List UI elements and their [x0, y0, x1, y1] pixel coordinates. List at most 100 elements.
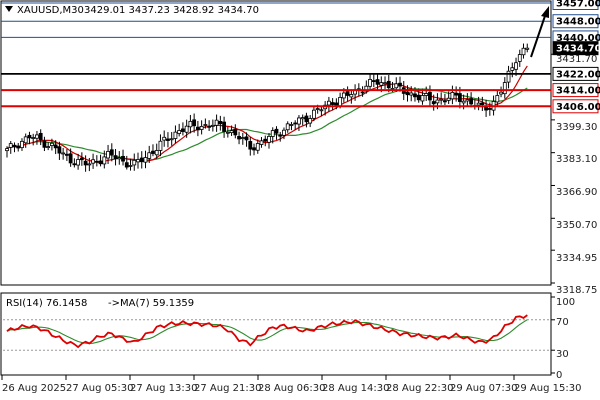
candle-body — [147, 152, 152, 159]
candle-body — [94, 160, 99, 163]
candle-body — [218, 121, 223, 125]
symbol-label: XAUUSD,M30 — [17, 5, 84, 16]
candle-body — [405, 91, 410, 96]
candle-body — [72, 163, 77, 166]
price-tick-label: 3431.70 — [556, 54, 597, 65]
candle-body — [50, 142, 54, 146]
candle-body — [87, 163, 92, 166]
candle-body — [431, 101, 436, 105]
candle-body — [27, 134, 32, 139]
candle-body — [109, 149, 114, 155]
candle-body — [293, 122, 298, 125]
candle-body — [132, 159, 137, 166]
candle-body — [98, 160, 103, 165]
level-label: 3422.00 — [556, 69, 600, 80]
candle-body — [506, 70, 511, 83]
rsi-tick-label: 0 — [556, 370, 562, 381]
candle-body — [181, 128, 185, 132]
candle-body — [166, 138, 170, 141]
time-tick-label: 29 Aug 07:30 — [450, 383, 517, 394]
price-tick-label: 3350.70 — [556, 220, 597, 231]
candle-body — [207, 125, 212, 128]
candle-body — [514, 62, 518, 70]
candle-body — [158, 140, 163, 151]
candle-body — [499, 91, 503, 95]
candle-body — [338, 97, 343, 107]
chart-header: XAUUSD,M30 3429.01 3437.23 3428.92 3434.… — [5, 5, 259, 16]
dropdown-triangle-icon[interactable] — [5, 6, 13, 12]
candle-body — [61, 152, 66, 155]
candle-body — [154, 150, 159, 156]
level-label-box — [552, 66, 599, 81]
candle-body — [46, 146, 51, 148]
rsi-path — [6, 314, 528, 349]
level-label: 3440.00 — [556, 33, 600, 44]
candle-body — [285, 123, 290, 131]
candle-body — [143, 157, 148, 163]
candle-body — [203, 124, 208, 126]
rsi-tick-label: 70 — [556, 317, 569, 328]
time-tick-label: 27 Aug 05:30 — [66, 383, 133, 394]
level-label-box — [552, 83, 599, 98]
candle-body — [12, 144, 17, 148]
rsi-header: RSI(14) 76.1458 ->MA(7) 59.1359 — [6, 298, 194, 309]
candle-body — [469, 98, 474, 105]
candle-body — [341, 92, 346, 99]
candle-body — [76, 159, 81, 166]
candle-body — [263, 138, 268, 142]
level-label-box — [552, 14, 599, 29]
candle-body — [334, 102, 339, 106]
candle-body — [117, 157, 122, 160]
candle-body — [439, 98, 444, 101]
candle-body — [136, 159, 140, 163]
candle-body — [428, 91, 432, 101]
price-tick-label: 3383.10 — [556, 154, 597, 165]
level-label: 3457.00 — [556, 0, 600, 10]
candle-body — [38, 132, 43, 141]
candle-body — [233, 128, 238, 136]
candle-body — [199, 126, 204, 130]
candle-body — [383, 82, 387, 85]
ma-slow-line — [6, 87, 528, 162]
level-label-box — [552, 99, 599, 114]
level-label-box — [552, 0, 599, 10]
candle-body — [282, 129, 286, 136]
candle-body — [326, 100, 331, 106]
candle-body — [177, 130, 182, 134]
candle-body — [300, 117, 305, 120]
candle-body — [525, 47, 530, 50]
rsi-ma-label: ->MA(7) 59.1359 — [108, 298, 194, 309]
candle-body — [495, 95, 500, 103]
candle-body — [394, 83, 399, 89]
candle-body — [252, 147, 256, 151]
candle-body — [173, 131, 178, 139]
rsi-pane[interactable] — [0, 292, 552, 376]
candle-body — [304, 115, 309, 123]
candle-body — [214, 119, 219, 126]
candle-body — [195, 126, 200, 131]
candle-body — [446, 97, 451, 101]
candle-body — [225, 131, 230, 134]
candle-body — [35, 134, 39, 139]
rsi-value-label: RSI(14) 76.1458 — [6, 298, 87, 309]
price-pane[interactable] — [0, 0, 552, 286]
candle-body — [312, 109, 316, 119]
candle-body — [502, 82, 507, 95]
candle-body — [330, 102, 335, 105]
candle-body — [398, 82, 402, 87]
rsi-tick-label: 30 — [556, 349, 569, 360]
candle-body — [349, 94, 354, 98]
candle-body — [476, 102, 481, 106]
candle-body — [297, 117, 301, 125]
candle-body — [79, 157, 84, 161]
price-tick-label: 3334.95 — [556, 253, 597, 264]
candle-body — [91, 159, 95, 164]
candle-body — [319, 109, 324, 112]
candle-body — [424, 93, 429, 96]
candle-body — [121, 155, 125, 162]
candle-body — [435, 99, 440, 104]
candle-body — [237, 136, 241, 140]
candle-body — [53, 144, 58, 149]
candle-body — [315, 108, 320, 110]
